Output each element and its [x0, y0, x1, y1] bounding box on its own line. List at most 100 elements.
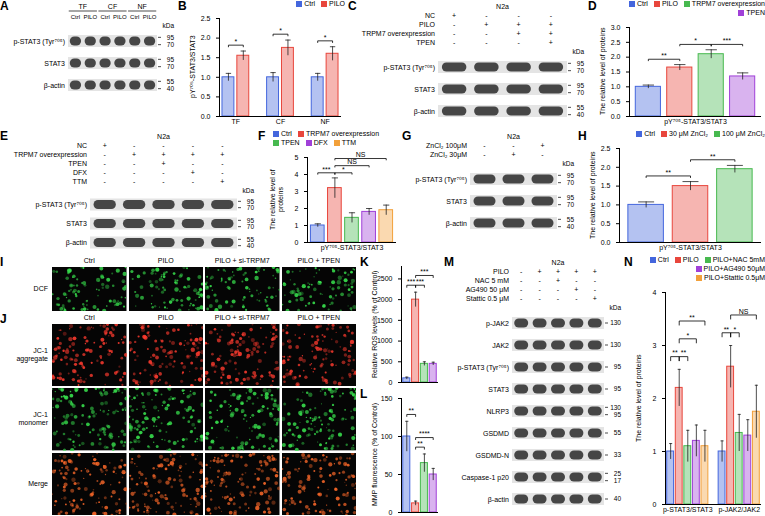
svg-text:p-STAT3 (Tyr⁷⁰⁵): p-STAT3 (Tyr⁷⁰⁵)	[457, 364, 509, 372]
svg-text:TPEN: TPEN	[68, 160, 87, 167]
svg-text:+: +	[556, 277, 560, 284]
svg-text:NS: NS	[739, 308, 749, 315]
svg-text:+: +	[540, 142, 544, 149]
svg-text:-: -	[104, 169, 107, 176]
svg-text:PILO: PILO	[419, 21, 436, 28]
svg-text:-: -	[104, 151, 107, 158]
svg-text:+: +	[191, 169, 195, 176]
svg-text:TPEN: TPEN	[416, 39, 435, 46]
svg-text:0.0: 0.0	[601, 239, 611, 246]
svg-text:β-actin: β-actin	[414, 108, 435, 116]
svg-text:0: 0	[295, 239, 299, 246]
svg-text:**: **	[661, 52, 667, 59]
svg-text:2: 2	[295, 205, 299, 212]
svg-text:p-JAK2: p-JAK2	[486, 320, 509, 328]
svg-text:-: -	[104, 160, 107, 167]
svg-text:+: +	[549, 30, 553, 37]
svg-text:0.0: 0.0	[201, 113, 211, 120]
svg-text:95: 95	[614, 411, 622, 418]
svg-text:-: -	[575, 295, 578, 302]
svg-text:4: 4	[295, 171, 299, 178]
svg-text:*: *	[686, 332, 689, 339]
svg-text:**: **	[724, 326, 730, 333]
svg-text:+: +	[452, 12, 456, 19]
svg-text:40: 40	[247, 242, 255, 249]
svg-text:+: +	[556, 268, 560, 275]
svg-text:NLRP3: NLRP3	[486, 408, 509, 415]
svg-text:+: +	[549, 21, 553, 28]
svg-text:pY⁷⁰⁵-STAT3/STAT3: pY⁷⁰⁵-STAT3/STAT3	[659, 244, 722, 252]
svg-text:+: +	[103, 142, 107, 149]
svg-text:2: 2	[653, 395, 657, 402]
svg-text:-: -	[575, 277, 578, 284]
svg-text:95: 95	[614, 363, 622, 370]
svg-text:JAK2: JAK2	[492, 342, 509, 349]
svg-text:p-STAT3 (Tyr⁷⁰⁵): p-STAT3 (Tyr⁷⁰⁵)	[35, 201, 87, 209]
svg-text:17: 17	[614, 477, 622, 484]
svg-text:+: +	[574, 268, 578, 275]
svg-text:*: *	[279, 27, 282, 34]
svg-text:***: ***	[416, 278, 424, 285]
svg-text:55: 55	[614, 429, 622, 436]
svg-text:0.5: 0.5	[601, 220, 611, 227]
svg-text:-: -	[485, 39, 488, 46]
svg-text:-: -	[485, 30, 488, 37]
svg-text:N2a: N2a	[552, 259, 565, 266]
svg-text:1.5: 1.5	[611, 68, 621, 75]
svg-text:70: 70	[577, 67, 585, 74]
svg-text:*: *	[694, 37, 697, 44]
svg-text:+: +	[161, 160, 165, 167]
svg-text:pY⁷⁰⁵-STAT3/STAT3: pY⁷⁰⁵-STAT3/STAT3	[321, 244, 384, 252]
svg-text:-: -	[541, 151, 544, 158]
svg-text:55: 55	[167, 78, 175, 85]
svg-text:-: -	[512, 142, 515, 149]
svg-text:CF: CF	[276, 118, 285, 125]
svg-text:-: -	[594, 277, 597, 284]
svg-text:70: 70	[167, 63, 175, 70]
svg-text:ZnCl₂ 30μM: ZnCl₂ 30μM	[430, 151, 467, 159]
svg-text:STAT3: STAT3	[488, 386, 509, 393]
svg-text:p-STAT3/STAT3: p-STAT3/STAT3	[663, 506, 713, 514]
svg-text:**: **	[681, 349, 687, 356]
svg-text:130: 130	[610, 319, 621, 326]
svg-text:1.5: 1.5	[601, 182, 611, 189]
svg-text:NC: NC	[77, 142, 87, 149]
svg-text:130: 130	[610, 341, 621, 348]
svg-text:3: 3	[653, 342, 657, 349]
svg-text:130: 130	[610, 404, 621, 411]
svg-text:CF: CF	[108, 3, 117, 10]
svg-text:GSDMD-N: GSDMD-N	[476, 452, 509, 459]
svg-text:-: -	[453, 30, 456, 37]
svg-text:+: +	[574, 286, 578, 293]
svg-text:0.5: 0.5	[201, 93, 211, 100]
svg-text:+: +	[161, 151, 165, 158]
svg-text:0.5: 0.5	[611, 98, 621, 105]
svg-text:95: 95	[577, 60, 585, 67]
svg-text:95: 95	[167, 34, 175, 41]
svg-text:TRPM7 overexpression: TRPM7 overexpression	[362, 30, 435, 38]
svg-text:-: -	[517, 12, 520, 19]
svg-text:kDa: kDa	[562, 160, 574, 167]
svg-text:p-JAK2/JAK2: p-JAK2/JAK2	[718, 506, 760, 514]
svg-text:STAT3: STAT3	[44, 60, 65, 67]
svg-text:NF: NF	[320, 118, 329, 125]
svg-text:kDa: kDa	[242, 187, 254, 194]
svg-text:0.0: 0.0	[611, 113, 621, 120]
svg-text:*: *	[234, 38, 237, 45]
svg-text:p-STAT3 (Tyr⁷⁰⁵): p-STAT3 (Tyr⁷⁰⁵)	[383, 64, 435, 72]
svg-text:1.0: 1.0	[601, 201, 611, 208]
svg-text:-: -	[550, 12, 553, 19]
svg-text:95: 95	[567, 194, 575, 201]
svg-text:N2a: N2a	[157, 133, 170, 140]
svg-text:Stattic 0.5 μM: Stattic 0.5 μM	[466, 295, 509, 303]
svg-text:1: 1	[295, 222, 299, 229]
svg-text:Ctrl: Ctrl	[130, 14, 139, 20]
svg-text:TTM: TTM	[73, 178, 88, 185]
svg-text:55: 55	[567, 216, 575, 223]
svg-text:+: +	[593, 295, 597, 302]
svg-text:+: +	[220, 151, 224, 158]
svg-text:2.0: 2.0	[601, 164, 611, 171]
svg-text:70: 70	[247, 223, 255, 230]
svg-text:****: ****	[419, 430, 430, 437]
svg-text:3: 3	[295, 188, 299, 195]
